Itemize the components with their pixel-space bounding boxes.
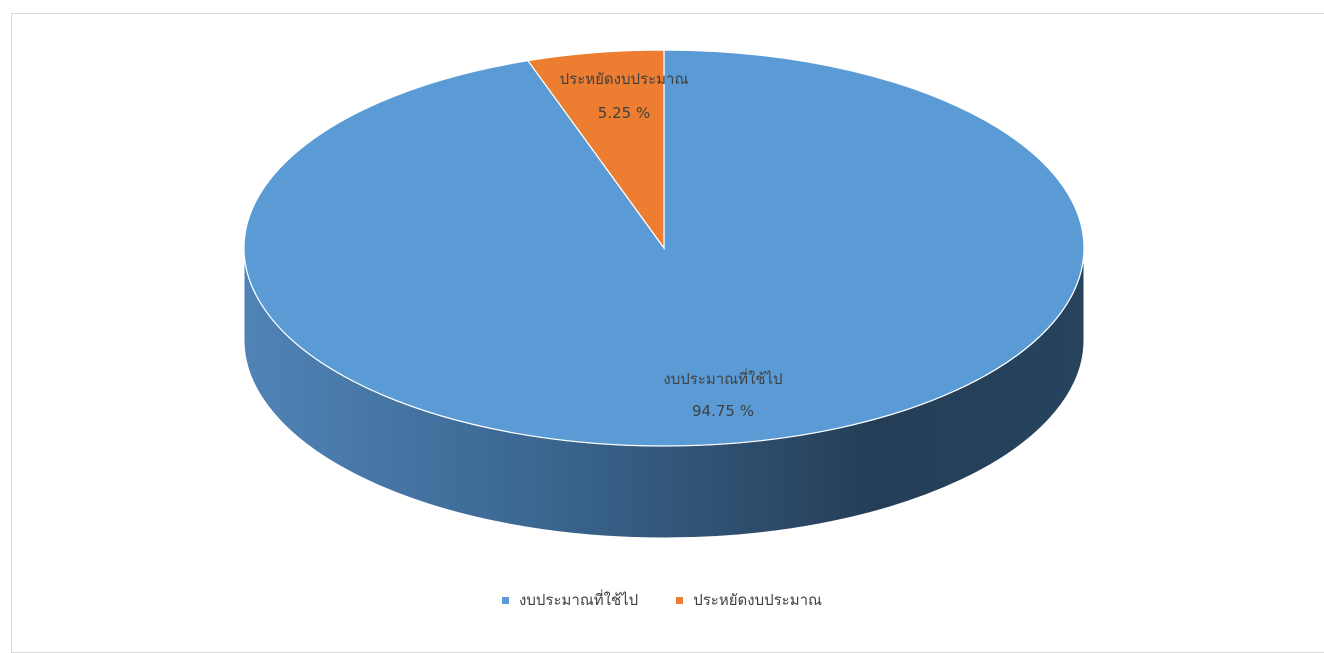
chart-legend: งบประมาณที่ใช้ไป ประหยัดงบประมาณ — [0, 590, 1324, 610]
pie-chart: ประหยัดงบประมาณ 5.25 % งบประมาณที่ใช้ไป … — [243, 49, 1085, 539]
legend-label-spent: งบประมาณที่ใช้ไป — [519, 591, 639, 609]
data-label-saved-value: 5.25 % — [598, 104, 650, 122]
legend-swatch-saved — [676, 596, 684, 604]
pie-slice-budget-saved — [526, 49, 665, 250]
legend-item-saved: ประหยัดงบประมาณ — [676, 588, 822, 612]
data-label-saved-name: ประหยัดงบประมาณ — [560, 70, 689, 88]
legend-label-saved: ประหยัดงบประมาณ — [693, 591, 822, 609]
data-label-spent-name: งบประมาณที่ใช้ไป — [663, 368, 782, 388]
legend-swatch-spent — [502, 596, 510, 604]
data-label-spent-value: 94.75 % — [692, 402, 754, 420]
legend-item-spent: งบประมาณที่ใช้ไป — [502, 588, 638, 612]
